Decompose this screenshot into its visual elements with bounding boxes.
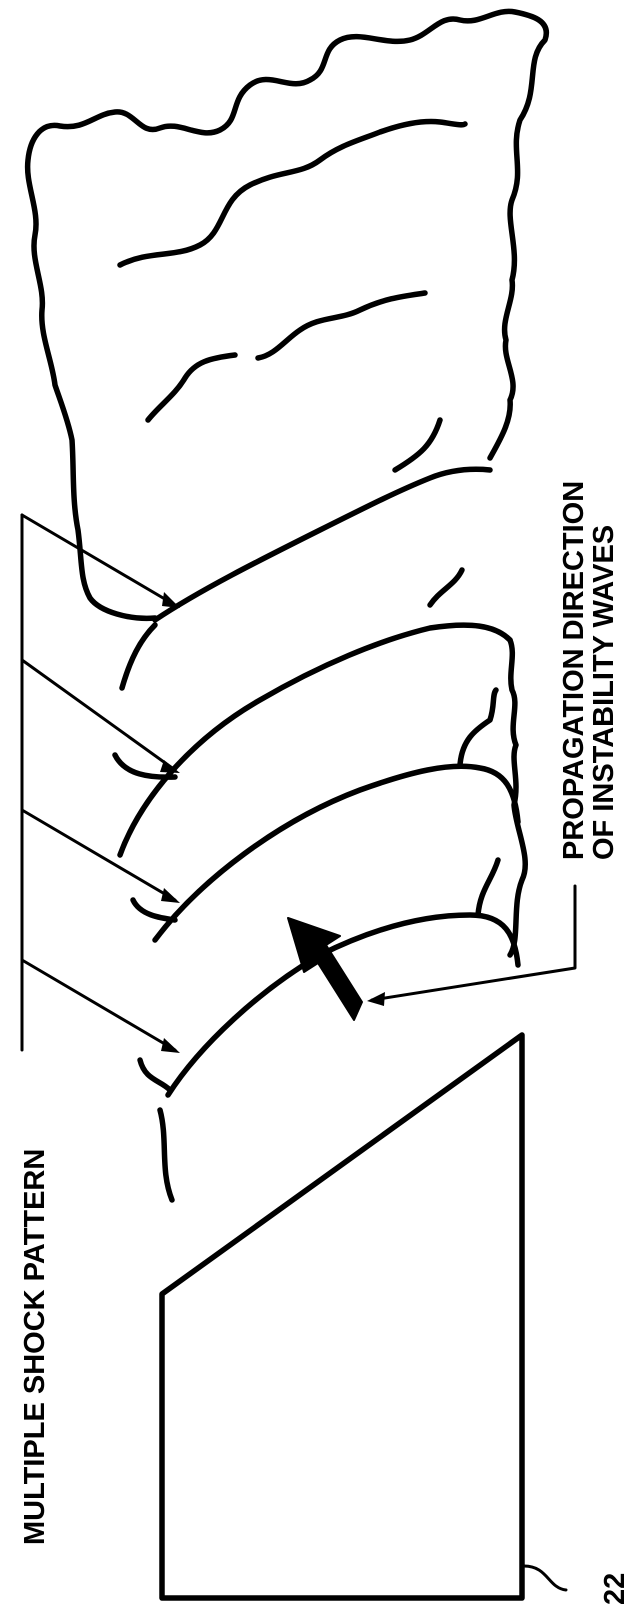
shock-front-2-branch <box>112 752 178 780</box>
shock-arrowhead-2 <box>160 760 180 773</box>
shock-front-3 <box>152 763 521 943</box>
propagation-leader <box>370 884 577 1002</box>
shock-front-1-left <box>119 622 158 691</box>
shock-leader-3 <box>20 808 177 902</box>
label-propagation-line1: PROPAGATION DIRECTION <box>558 481 590 860</box>
shock-front-3-tail <box>457 687 499 768</box>
shock-arrowhead-1 <box>162 592 180 608</box>
turbulence-streak-3 <box>255 290 428 361</box>
turbulence-streak-2 <box>145 352 238 423</box>
propagation-arrow <box>287 917 363 1021</box>
shock-front-4-tail <box>157 1107 175 1203</box>
reference-leader <box>522 1564 568 1592</box>
turbulence-streak-4 <box>392 417 443 473</box>
turbulence-streak-1 <box>117 118 468 268</box>
shock-front-1 <box>152 466 493 623</box>
label-propagation-line2: OF INSTABILITY WAVES <box>588 525 620 860</box>
shock-front-4 <box>165 912 521 1098</box>
shock-leader-1 <box>20 513 177 607</box>
propagation-leader-arrowhead <box>367 992 385 1006</box>
reference-numeral-22: 22 <box>599 1573 631 1605</box>
shock-front-4-upper <box>475 857 501 918</box>
shock-leader-4 <box>20 958 177 1052</box>
nozzle-body <box>159 1032 525 1601</box>
shock-front-3-branch <box>130 897 178 923</box>
label-multiple-shock-pattern: MULTIPLE SHOCK PATTERN <box>19 1149 51 1545</box>
shock-leader-2 <box>20 658 177 772</box>
plume-boundary <box>24 8 550 958</box>
shock-arrowhead-3 <box>161 888 180 903</box>
shock-arrowhead-4 <box>161 1038 180 1053</box>
shock-leader-arrows <box>20 513 180 1053</box>
shock-front-2 <box>117 622 513 858</box>
shock-front-2-tail <box>427 567 465 608</box>
shock-front-4-branch <box>137 1057 173 1093</box>
